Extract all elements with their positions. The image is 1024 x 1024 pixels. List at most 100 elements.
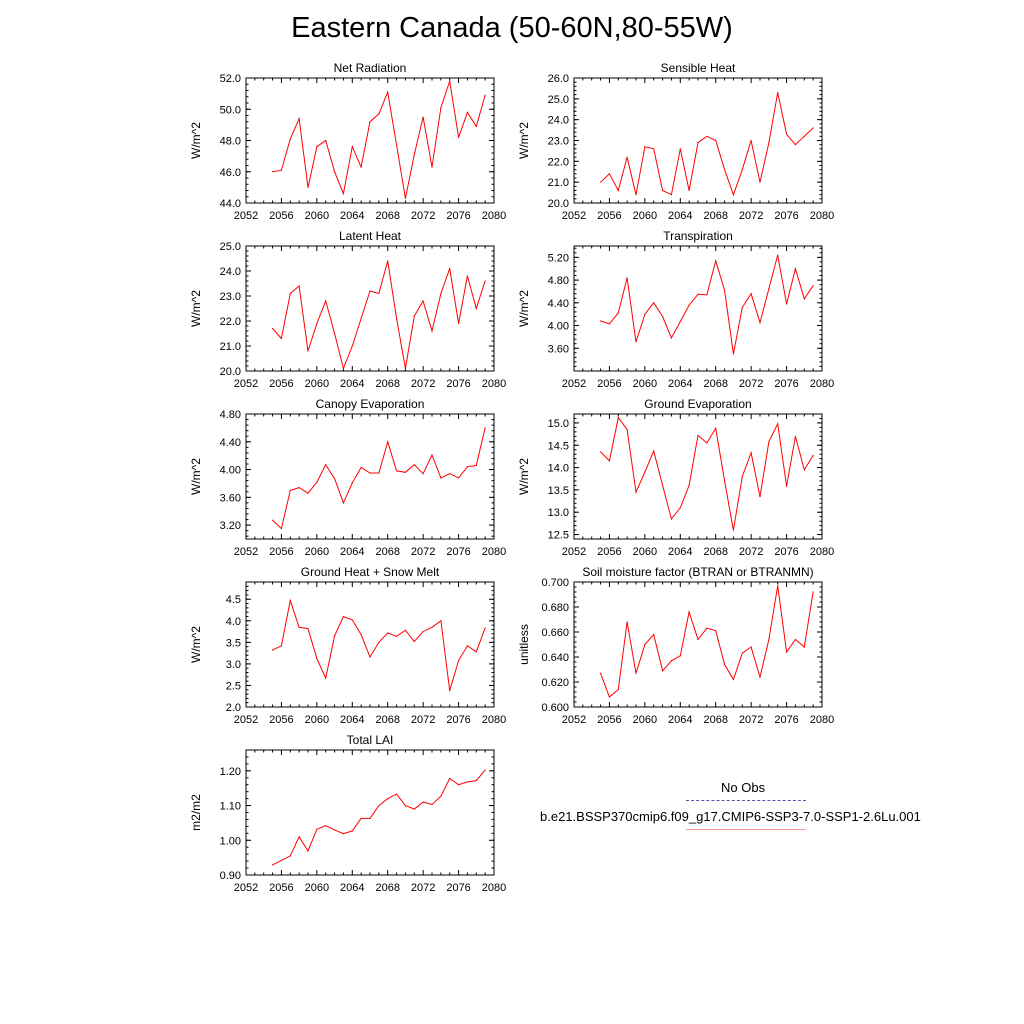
y-tick-label: 25.0	[548, 94, 569, 106]
y-tick-label: 4.5	[226, 594, 241, 606]
data-point	[271, 649, 274, 651]
figure-title: Eastern Canada (50-60N,80-55W)	[291, 12, 733, 44]
panel-latent-heat: 2052 2056 2060 2064 2068 2072 2076 2080 20.0 21.0…	[189, 229, 506, 390]
data-point	[360, 317, 362, 320]
data-point	[333, 477, 336, 480]
plot-frame	[245, 77, 495, 204]
y-tick-label: 4.00	[548, 321, 569, 333]
data-point	[333, 332, 336, 335]
x-tick-label: 2068	[703, 546, 727, 558]
data-point	[351, 619, 353, 621]
data-point	[325, 300, 327, 302]
data-point	[475, 125, 477, 128]
data-point	[812, 285, 814, 287]
y-tick-label: 13.0	[548, 507, 569, 519]
x-tick-label: 2056	[269, 378, 293, 390]
x-tick-label: 2064	[340, 378, 364, 390]
data-point	[378, 472, 380, 474]
data-point	[316, 146, 318, 148]
data-point	[697, 141, 699, 144]
x-tick-label: 2060	[633, 210, 657, 222]
data-point	[360, 166, 362, 168]
data-point	[644, 313, 646, 315]
data-point	[440, 795, 442, 797]
data-point	[732, 529, 735, 531]
data-point	[759, 181, 761, 183]
y-axis-label: W/m^2	[189, 626, 203, 663]
data-point	[803, 469, 805, 471]
data-point	[484, 627, 486, 629]
y-tick-label: 1.20	[220, 766, 241, 778]
data-point	[741, 475, 743, 478]
data-point	[697, 434, 699, 437]
data-point	[369, 290, 371, 292]
data-point	[732, 678, 735, 681]
data-point	[325, 825, 327, 827]
series-line	[272, 260, 486, 371]
data-point	[608, 323, 611, 325]
data-point	[457, 136, 460, 138]
x-tick-label: 2068	[375, 714, 399, 726]
data-point	[715, 630, 717, 632]
data-point	[670, 660, 673, 662]
x-tick-label: 2072	[411, 882, 435, 894]
data-point	[697, 293, 699, 295]
series-line	[272, 427, 486, 530]
data-point	[723, 663, 726, 666]
plot-frame	[245, 245, 495, 372]
x-tick-label: 2080	[810, 714, 834, 726]
data-point	[759, 495, 761, 498]
x-tick-label: 2072	[739, 546, 763, 558]
data-point	[803, 298, 805, 300]
data-point	[325, 139, 327, 142]
y-axis-label: W/m^2	[189, 290, 203, 327]
data-point	[812, 454, 814, 457]
data-point	[626, 429, 628, 431]
series-line	[272, 80, 486, 199]
data-point	[289, 855, 291, 857]
y-tick-label: 12.5	[548, 530, 569, 542]
y-axis-label: W/m^2	[517, 122, 531, 159]
data-point	[378, 641, 380, 643]
x-tick-label: 2060	[633, 378, 657, 390]
x-tick-label: 2056	[269, 210, 293, 222]
data-point	[759, 322, 761, 324]
data-point	[333, 635, 336, 637]
data-point	[768, 441, 770, 443]
x-tick-label: 2064	[668, 378, 692, 390]
data-point	[431, 330, 433, 332]
data-point	[785, 485, 788, 487]
x-tick-label: 2080	[482, 378, 506, 390]
data-point	[307, 350, 309, 352]
data-point	[785, 133, 788, 135]
data-point	[387, 260, 389, 262]
data-point	[431, 803, 433, 806]
data-point	[644, 471, 646, 473]
data-point	[271, 864, 274, 866]
data-point	[307, 492, 309, 494]
y-tick-label: 24.0	[220, 266, 241, 278]
data-point	[688, 304, 690, 306]
data-point	[342, 193, 345, 195]
data-point	[307, 186, 309, 188]
data-point	[395, 793, 398, 795]
plot-frame	[573, 245, 823, 372]
x-tick-label: 2064	[340, 546, 364, 558]
data-point	[280, 169, 283, 171]
x-tick-label: 2060	[305, 546, 329, 558]
data-point	[475, 779, 477, 782]
x-tick-label: 2076	[774, 546, 798, 558]
data-point	[785, 651, 788, 653]
data-point	[599, 320, 602, 322]
y-tick-label: 14.5	[548, 440, 569, 452]
x-tick-label: 2068	[703, 378, 727, 390]
y-tick-label: 3.0	[226, 659, 241, 671]
data-point	[457, 477, 460, 479]
x-tick-label: 2060	[305, 882, 329, 894]
x-tick-label: 2076	[446, 882, 470, 894]
x-tick-label: 2052	[562, 210, 586, 222]
data-point	[484, 280, 486, 282]
data-point	[307, 627, 309, 630]
data-point	[431, 626, 433, 628]
